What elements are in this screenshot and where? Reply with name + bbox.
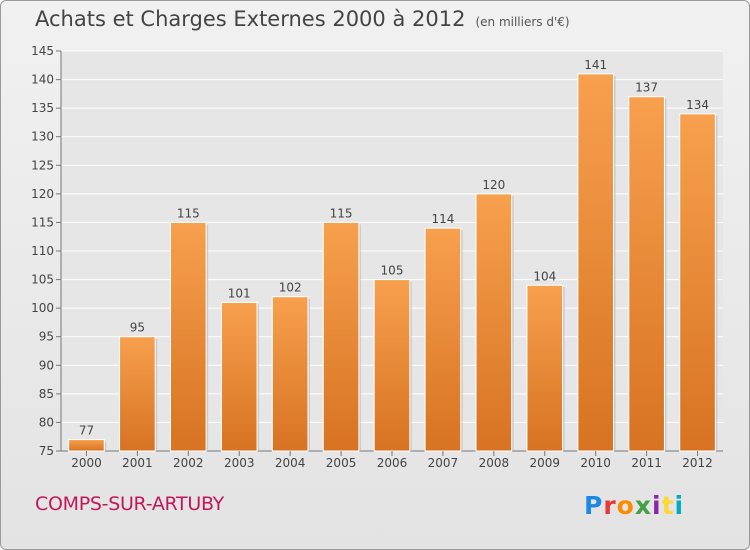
x-tick-label: 2001 xyxy=(122,456,153,470)
y-tick-label: 115 xyxy=(31,215,54,229)
y-tick-label: 90 xyxy=(39,358,54,372)
bar xyxy=(220,301,258,452)
logo-letter: i xyxy=(652,491,662,520)
bar xyxy=(271,296,309,452)
data-label: 114 xyxy=(431,212,454,226)
bar xyxy=(628,96,665,452)
x-tick-label: 2003 xyxy=(224,456,255,470)
y-tick-label: 130 xyxy=(31,130,54,144)
x-tick-label: 2008 xyxy=(479,456,510,470)
bar xyxy=(322,221,360,452)
bar xyxy=(68,439,105,452)
y-tick-label: 110 xyxy=(31,244,54,258)
bar xyxy=(424,227,462,452)
data-label: 77 xyxy=(79,424,94,438)
bar xyxy=(577,73,615,452)
data-label: 141 xyxy=(584,58,607,72)
data-label: 95 xyxy=(130,321,145,335)
y-tick-label: 105 xyxy=(31,273,54,287)
data-label: 137 xyxy=(635,81,658,95)
data-label: 115 xyxy=(177,206,200,220)
y-tick-label: 135 xyxy=(31,101,54,115)
commune-name: COMPS-SUR-ARTUBY xyxy=(35,493,224,515)
chart-title: Achats et Charges Externes 2000 à 2012 (e… xyxy=(35,7,570,31)
logo-letter: x xyxy=(634,491,652,520)
x-tick-label: 2006 xyxy=(377,456,408,470)
chart-title-text: Achats et Charges Externes 2000 à 2012 xyxy=(35,7,466,31)
bar xyxy=(169,221,207,452)
data-label: 104 xyxy=(533,269,556,283)
y-tick-label: 125 xyxy=(31,158,54,172)
data-label: 120 xyxy=(482,178,505,192)
y-tick-label: 75 xyxy=(39,444,54,458)
data-label: 115 xyxy=(330,206,353,220)
y-tick-label: 120 xyxy=(31,187,54,201)
x-tick-label: 2010 xyxy=(580,456,611,470)
bar xyxy=(373,279,411,452)
proxiti-logo: Proxiti xyxy=(584,491,684,520)
y-tick-label: 85 xyxy=(39,387,54,401)
logo-letter: o xyxy=(616,491,635,520)
data-label: 134 xyxy=(686,98,709,112)
x-tick-label: 2009 xyxy=(529,456,560,470)
y-tick-label: 100 xyxy=(31,301,54,315)
bar xyxy=(475,193,513,452)
x-tick-label: 2005 xyxy=(326,456,357,470)
logo-letter: t xyxy=(661,491,675,520)
logo-letter: P xyxy=(584,491,604,520)
bar xyxy=(119,336,156,452)
x-tick-label: 2007 xyxy=(428,456,459,470)
bar xyxy=(526,284,564,452)
x-tick-label: 2000 xyxy=(71,456,102,470)
data-label: 101 xyxy=(228,286,251,300)
data-label: 105 xyxy=(381,264,404,278)
x-tick-label: 2012 xyxy=(682,456,713,470)
chart-unit: (en milliers d'€) xyxy=(475,15,570,29)
y-tick-label: 145 xyxy=(31,44,54,58)
logo-letter: i xyxy=(674,491,685,520)
x-tick-label: 2004 xyxy=(275,456,306,470)
data-label: 102 xyxy=(279,281,302,295)
y-tick-label: 80 xyxy=(39,415,54,429)
bar xyxy=(679,113,716,452)
logo-letter: r xyxy=(603,491,617,520)
y-tick-label: 95 xyxy=(39,330,54,344)
x-tick-label: 2002 xyxy=(173,456,204,470)
x-tick-label: 2011 xyxy=(631,456,662,470)
y-tick-label: 140 xyxy=(31,73,54,87)
